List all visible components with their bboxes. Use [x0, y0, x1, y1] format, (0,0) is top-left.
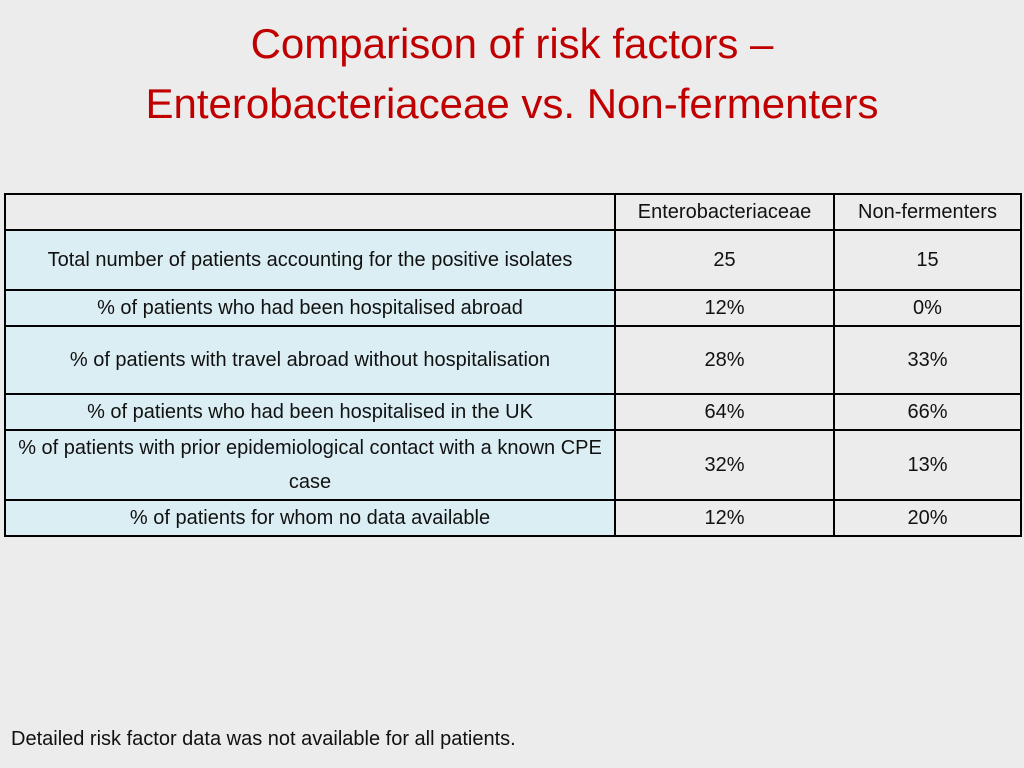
risk-factor-table: Enterobacteriaceae Non-fermenters Total …	[4, 193, 1022, 537]
row-label: % of patients who had been hospitalised …	[4, 393, 616, 431]
title-line-1: Comparison of risk factors –	[250, 20, 774, 67]
non-fermenters-value: 0%	[833, 289, 1022, 327]
enterobacteriaceae-value: 28%	[614, 325, 835, 395]
footnote: Detailed risk factor data was not availa…	[11, 728, 516, 750]
non-fermenters-value: 13%	[833, 429, 1022, 501]
table-header-row: Enterobacteriaceae Non-fermenters	[4, 193, 1022, 231]
non-fermenters-value: 15	[833, 229, 1022, 291]
header-cell-blank	[4, 193, 616, 231]
enterobacteriaceae-value: 12%	[614, 499, 835, 537]
row-label: % of patients for whom no data available	[4, 499, 616, 537]
slide-title: Comparison of risk factors – Enterobacte…	[0, 14, 1024, 134]
non-fermenters-value: 20%	[833, 499, 1022, 537]
table-row: % of patients who had been hospitalised …	[4, 393, 1022, 431]
table-row: % of patients who had been hospitalised …	[4, 289, 1022, 327]
header-cell-enterobacteriaceae: Enterobacteriaceae	[614, 193, 835, 231]
row-label: % of patients who had been hospitalised …	[4, 289, 616, 327]
table-row: Total number of patients accounting for …	[4, 229, 1022, 291]
title-line-2: Enterobacteriaceae vs. Non-fermenters	[145, 80, 879, 127]
row-label: % of patients with prior epidemiological…	[4, 429, 616, 501]
table-row: % of patients with prior epidemiological…	[4, 429, 1022, 501]
non-fermenters-value: 66%	[833, 393, 1022, 431]
enterobacteriaceae-value: 64%	[614, 393, 835, 431]
enterobacteriaceae-value: 25	[614, 229, 835, 291]
table-row: % of patients with travel abroad without…	[4, 325, 1022, 395]
enterobacteriaceae-value: 32%	[614, 429, 835, 501]
enterobacteriaceae-value: 12%	[614, 289, 835, 327]
non-fermenters-value: 33%	[833, 325, 1022, 395]
row-label: % of patients with travel abroad without…	[4, 325, 616, 395]
row-label: Total number of patients accounting for …	[4, 229, 616, 291]
table-row: % of patients for whom no data available…	[4, 499, 1022, 537]
header-cell-non-fermenters: Non-fermenters	[833, 193, 1022, 231]
